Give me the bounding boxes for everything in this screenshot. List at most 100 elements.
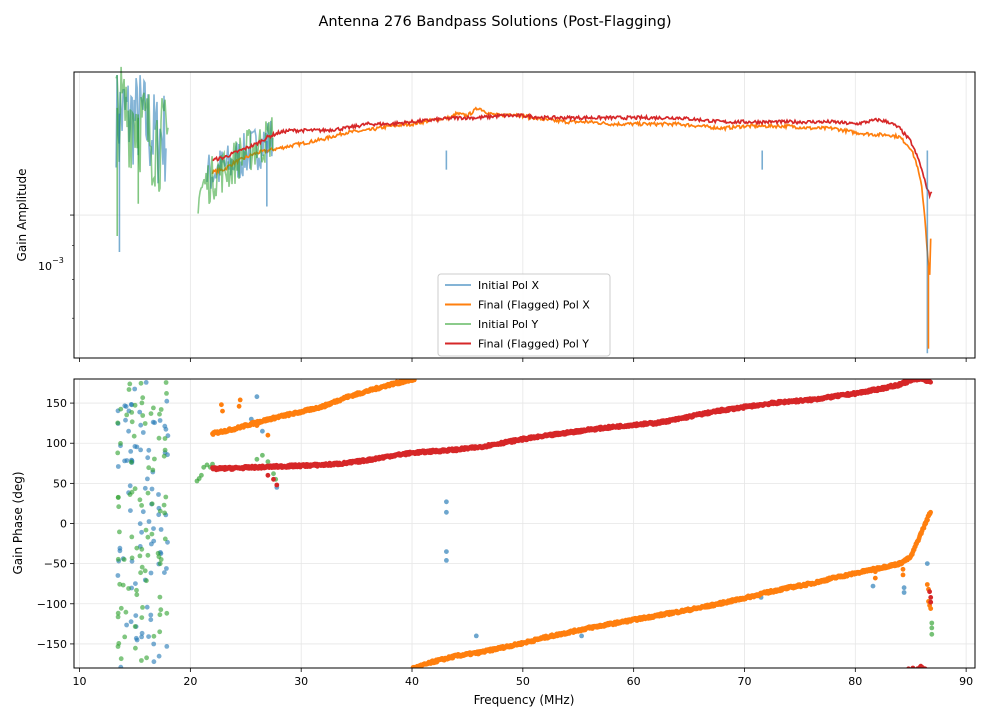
phase-point-initial-pol-y [157, 508, 163, 514]
amplitude-y-tick-label: 10 −3 [38, 256, 64, 273]
phase-point-initial-pol-x [579, 633, 584, 639]
phase-x-tick-label: 40 [405, 675, 419, 688]
phase-point-initial-pol-y [148, 411, 154, 416]
phase-point-initial-pol-y [120, 582, 126, 588]
phase-point-initial-pol-y [118, 656, 124, 662]
phase-point-initial-pol-y [139, 564, 145, 570]
phase-point-final-flagged-pol-x [900, 566, 906, 572]
phase-point-initial-pol-y [164, 610, 170, 616]
phase-point-initial-pol-x [139, 529, 145, 535]
phase-x-tick-label: 70 [737, 675, 751, 688]
phase-x-tick-label: 60 [627, 675, 641, 688]
phase-point-initial-pol-x [137, 521, 143, 527]
phase-x-label: Frequency (MHz) [474, 693, 575, 707]
phase-point-initial-pol-y [142, 568, 148, 574]
phase-point-final-flagged-pol-y [928, 599, 934, 605]
phase-point-initial-pol-y [128, 459, 134, 465]
phase-point-initial-pol-x [128, 402, 134, 407]
phase-point-final-flagged-pol-y [922, 666, 928, 668]
phase-point-initial-pol-x [146, 519, 152, 524]
phase-point-initial-pol-y [142, 421, 148, 426]
phase-point-initial-pol-y [118, 406, 124, 412]
phase-point-initial-pol-x [122, 458, 127, 464]
phase-point-initial-pol-y [129, 534, 135, 540]
phase-point-initial-pol-x [115, 573, 121, 578]
phase-x-tick-label: 30 [294, 675, 308, 688]
phase-point-initial-pol-y [134, 587, 139, 593]
phase-point-initial-pol-y [137, 497, 143, 503]
legend-box [437, 273, 611, 357]
phase-point-final-flagged-pol-x [237, 397, 243, 403]
phase-point-initial-pol-y [115, 450, 121, 456]
phase-point-initial-pol-y [157, 561, 163, 567]
legend-label-final-flagged-pol-y: Final (Flagged) Pol Y [478, 338, 589, 351]
phase-point-final-flagged-pol-x [928, 606, 934, 611]
phase-point-final-flagged-pol-y [928, 595, 934, 600]
phase-point-initial-pol-y [144, 655, 150, 661]
phase-point-initial-pol-x [146, 447, 152, 453]
phase-point-final-flagged-pol-x [925, 517, 930, 523]
phase-point-initial-pol-x [140, 430, 146, 435]
phase-point-initial-pol-x [151, 538, 157, 544]
amplitude-line-final-flagged-pol-x [211, 106, 932, 275]
phase-point-initial-pol-x [444, 499, 449, 505]
phase-point-initial-pol-y [929, 620, 935, 626]
phase-point-initial-pol-y [126, 586, 131, 591]
phase-point-initial-pol-y [271, 471, 276, 477]
phase-point-initial-pol-x [149, 486, 155, 492]
phase-point-initial-pol-y [122, 634, 128, 640]
phase-point-initial-pol-x [140, 509, 146, 515]
phase-point-final-flagged-pol-x [872, 569, 878, 575]
phase-point-initial-pol-x [148, 612, 154, 618]
phase-point-initial-pol-y [162, 436, 168, 441]
phase-x-tick-label: 50 [516, 675, 530, 688]
phase-point-initial-pol-y [138, 380, 144, 386]
phase-point-initial-pol-y [150, 467, 156, 473]
phase-point-final-flagged-pol-y [265, 472, 271, 478]
phase-point-initial-pol-y [139, 615, 145, 620]
phase-point-initial-pol-y [145, 552, 151, 558]
phase-point-initial-pol-y [129, 555, 135, 561]
phase-point-initial-pol-y [131, 433, 137, 439]
phase-point-initial-pol-x [132, 386, 138, 392]
phase-point-initial-pol-x [901, 585, 907, 591]
phase-point-initial-pol-x [164, 644, 170, 649]
phase-point-initial-pol-x [148, 617, 154, 623]
phase-y-tick-label: −150 [37, 638, 67, 651]
phase-point-initial-pol-y [139, 400, 145, 406]
phase-point-initial-pol-x [117, 545, 123, 551]
phase-point-initial-pol-y [129, 419, 135, 425]
phase-point-initial-pol-x [260, 428, 265, 434]
phase-point-initial-pol-y [204, 462, 210, 468]
phase-point-initial-pol-x [133, 613, 139, 618]
phase-point-initial-pol-y [127, 381, 133, 387]
amplitude-legend: Initial Pol X Final (Flagged) Pol X Initia… [437, 273, 611, 357]
phase-point-initial-pol-x [133, 581, 138, 586]
phase-point-final-flagged-pol-x [220, 408, 225, 414]
phase-point-initial-pol-y [201, 464, 207, 470]
amplitude-y-tick-exponent: −3 [52, 256, 64, 265]
phase-point-initial-pol-y [139, 546, 145, 552]
phase-point-final-flagged-pol-y [927, 589, 932, 595]
phase-grid [74, 379, 975, 668]
phase-point-initial-pol-x [138, 422, 144, 428]
phase-point-initial-pol-y [145, 490, 151, 496]
phase-point-initial-pol-y [115, 610, 121, 616]
phase-point-initial-pol-y [124, 412, 130, 418]
phase-point-initial-pol-x [123, 404, 129, 409]
phase-point-initial-pol-y [115, 495, 121, 500]
phase-point-initial-pol-y [145, 534, 151, 540]
phase-point-initial-pol-y [139, 503, 145, 508]
phase-point-initial-pol-y [158, 607, 164, 613]
phase-point-initial-pol-y [163, 494, 169, 500]
phase-point-initial-pol-y [163, 380, 169, 385]
amplitude-panel: Gain Amplitude 10 −3 Initial Pol X Final … [15, 66, 976, 362]
phase-point-initial-pol-y [139, 658, 144, 663]
phase-y-label: Gain Phase (deg) [11, 471, 25, 574]
amplitude-ticks [70, 214, 967, 362]
phase-point-initial-pol-y [118, 441, 123, 446]
phase-point-initial-pol-x [148, 570, 154, 576]
phase-point-final-flagged-pol-x [219, 402, 224, 408]
phase-point-initial-pol-y [138, 570, 144, 576]
